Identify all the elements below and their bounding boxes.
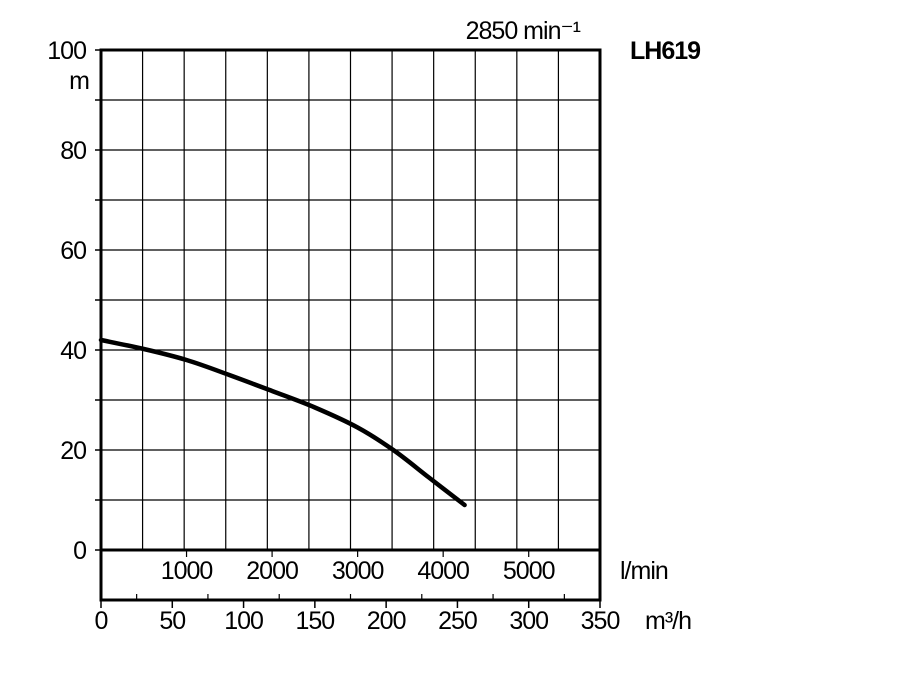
x-secondary-tick-label: 4000 [417,557,469,585]
grid-lines [101,50,600,550]
y-tick-label: 80 [60,137,86,165]
y-tick-label: 20 [60,437,86,465]
x-secondary-unit-label: l/min [620,557,668,585]
chart-title: LH619 [630,37,700,65]
x-tick-label: 0 [95,607,108,635]
x-tick-label: 250 [438,607,477,635]
tick-marks [95,49,601,608]
x-secondary-tick-label: 3000 [332,557,384,585]
x-tick-label: 350 [581,607,620,635]
y-tick-label: 40 [60,337,86,365]
x-tick-label: 200 [367,607,406,635]
x-secondary-tick-label: 5000 [503,557,555,585]
x-tick-label: 50 [159,607,185,635]
x-tick-label: 150 [295,607,334,635]
x-secondary-tick-label: 2000 [246,557,298,585]
x-tick-label: 100 [224,607,263,635]
x-primary-unit-label: m³/h [645,607,691,635]
series-line-head-curve [98,337,467,508]
y-tick-label: 100 [47,37,86,65]
y-axis-label: m [69,67,89,95]
x-tick-label: 300 [509,607,548,635]
chart-subtitle: 2850 min⁻¹ [466,17,581,45]
y-tick-label: 60 [60,237,86,265]
y-tick-label: 0 [73,537,86,565]
x-secondary-tick-label: 1000 [161,557,213,585]
